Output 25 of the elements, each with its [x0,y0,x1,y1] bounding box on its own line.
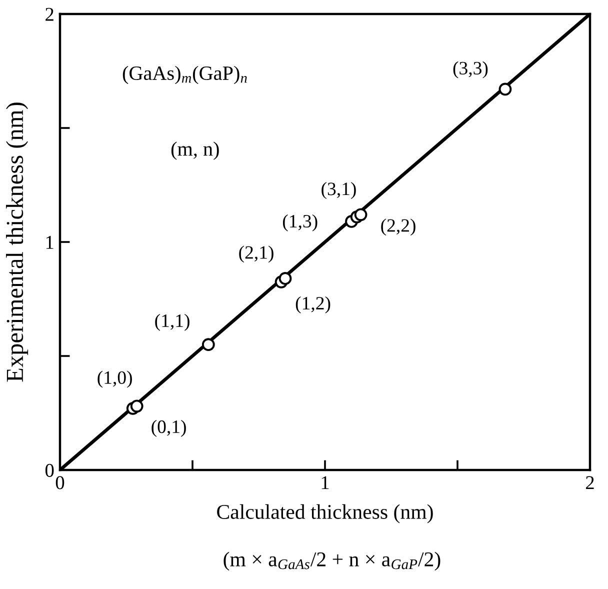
annotation: (3,3) [453,61,488,78]
annotation: (2,1) [239,246,274,263]
text: (m × a$_{GaAs}$/2 + n × a$_{GaP}$/2) [224,552,440,571]
point [202,338,215,352]
y-tick-label: 0 [45,464,54,477]
y-tick-label: 1 [46,236,54,249]
annotation: (3,1) [322,182,356,200]
annotation: (GaAs)$_{m}$(GaP)$_{n}$ [122,66,247,84]
x-tick-label: 0 [56,476,64,490]
x-axis-title: Calculated thickness (nm) [217,504,433,524]
y-axis-title: Experimental thickness (nm) [6,102,28,382]
annotation: (1,2) [296,296,330,314]
x-tick-label: 2 [586,476,594,490]
annotation: (1,1) [155,314,190,331]
annotation: (1,3) [282,214,318,232]
point [278,272,292,285]
annotation: (1,0) [98,370,132,388]
annotation: (0,1) [152,420,186,437]
x-tick-label: 1 [322,476,329,490]
point [498,82,512,96]
y-tick-label: 2 [46,8,54,21]
point [130,400,144,413]
annotation: (m, n) [171,142,219,160]
point [354,208,368,222]
annotation: (2,2) [381,218,416,236]
